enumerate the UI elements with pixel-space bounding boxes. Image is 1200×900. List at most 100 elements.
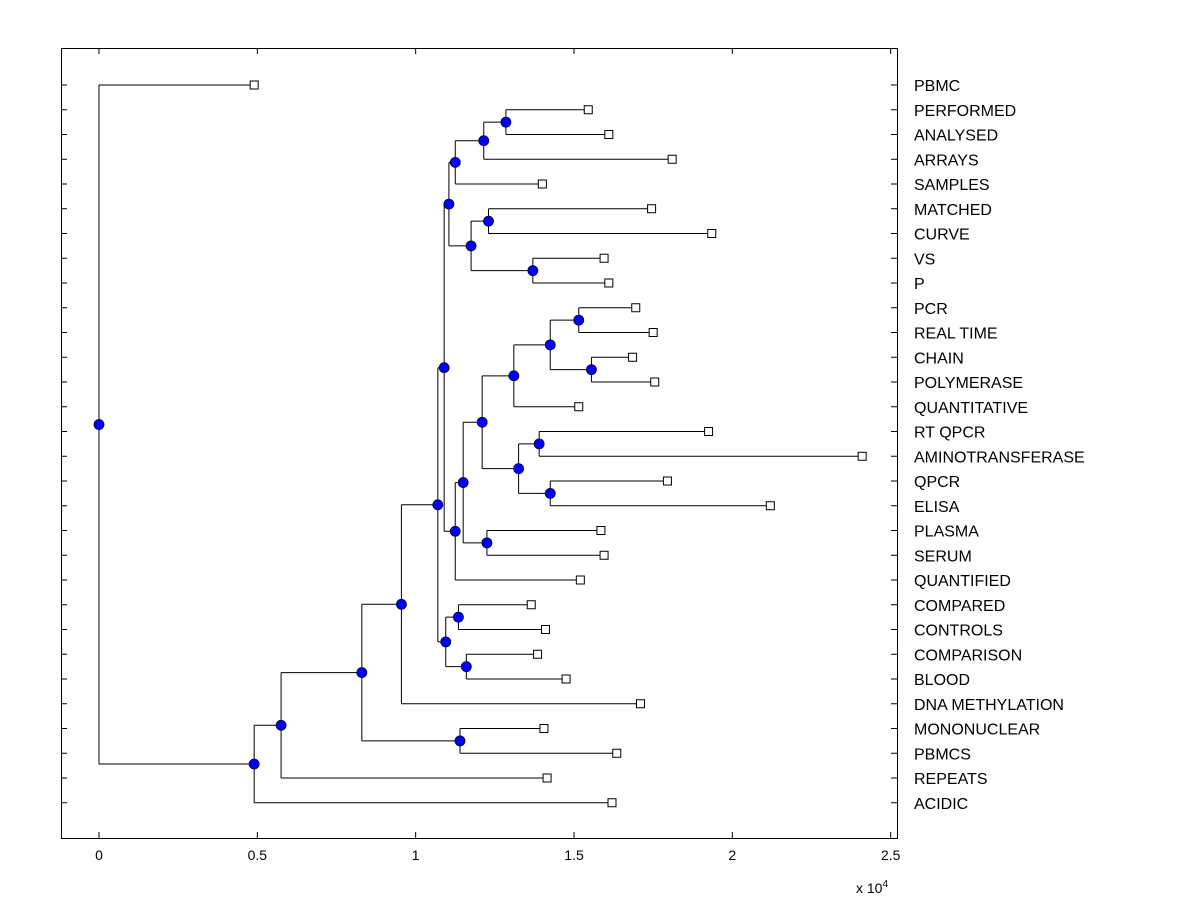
leaf-marker xyxy=(574,402,584,412)
node-marker xyxy=(443,198,455,210)
leaf-marker xyxy=(628,352,638,362)
node-marker xyxy=(544,339,556,351)
leaf-label: CONTROLS xyxy=(914,623,1003,640)
leaf-label: ANALYSED xyxy=(914,128,998,145)
leaf-marker xyxy=(667,154,677,164)
leaf-markers xyxy=(249,80,867,808)
leaf-marker xyxy=(662,476,672,486)
node-markers xyxy=(93,116,597,770)
node-marker xyxy=(440,636,452,648)
leaf-label: ACIDIC xyxy=(914,796,968,813)
node-marker xyxy=(457,477,469,488)
leaf-label: SAMPLES xyxy=(914,177,990,194)
leaf-marker xyxy=(599,550,609,560)
leaf-label: PBMC xyxy=(914,78,960,95)
node-marker xyxy=(449,156,461,168)
x-tick-label: 0 xyxy=(95,847,103,863)
leaf-label: MATCHED xyxy=(914,202,992,219)
leaf-marker xyxy=(707,229,717,238)
leaf-label: VS xyxy=(914,251,935,268)
node-marker xyxy=(438,362,450,374)
leaf-label: QPCR xyxy=(914,474,960,491)
node-marker xyxy=(478,135,490,147)
leaf-marker xyxy=(249,80,259,90)
leaf-label: ELISA xyxy=(914,499,960,516)
node-marker xyxy=(275,719,287,731)
leaf-marker xyxy=(541,625,550,634)
leaf-label: P xyxy=(914,276,925,293)
leaf-label: POLYMERASE xyxy=(914,375,1023,392)
leaf-marker xyxy=(765,501,775,511)
node-marker xyxy=(481,537,493,549)
node-marker xyxy=(356,667,368,678)
leaf-label: RT QPCR xyxy=(914,425,985,442)
leaf-label: CURVE xyxy=(914,227,970,244)
leaf-marker xyxy=(650,377,660,387)
node-marker xyxy=(465,240,477,252)
node-marker xyxy=(527,265,539,277)
node-marker xyxy=(483,215,494,227)
leaf-label: REPEATS xyxy=(914,771,988,788)
node-marker xyxy=(586,364,597,376)
leaf-marker xyxy=(596,526,606,535)
leaf-label: MONONUCLEAR xyxy=(914,722,1040,739)
leaf-label: COMPARISON xyxy=(914,647,1022,664)
node-marker xyxy=(513,463,524,475)
leaf-marker xyxy=(704,427,714,436)
leaf-marker xyxy=(612,748,622,758)
leaf-marker xyxy=(604,130,614,139)
leaf-label: AMINOTRANSFERASE xyxy=(914,449,1085,466)
leaf-marker xyxy=(607,798,617,808)
leaf-label: ARRAYS xyxy=(914,152,979,169)
x-tick-label: 1.5 xyxy=(564,847,584,863)
leaf-marker xyxy=(537,179,547,189)
leaf-label: DNA METHYLATION xyxy=(914,697,1064,714)
node-marker xyxy=(573,314,585,326)
node-marker xyxy=(248,758,260,770)
leaf-marker xyxy=(533,649,543,659)
node-marker xyxy=(449,525,461,537)
leaf-marker xyxy=(647,204,657,214)
plot-frame xyxy=(61,48,898,839)
leaf-label: REAL TIME xyxy=(914,326,998,343)
leaf-labels: PBMC PERFORMED ANALYSED ARRAYS SAMPLES MATCHE… xyxy=(914,78,1085,813)
leaf-marker xyxy=(575,575,585,585)
leaf-marker xyxy=(599,253,609,263)
leaf-marker xyxy=(631,303,641,313)
node-marker xyxy=(508,370,520,382)
leaf-label: QUANTIFIED xyxy=(914,573,1011,590)
branch-lines xyxy=(98,84,863,804)
x-exponent-label: x 104 xyxy=(856,879,888,896)
x-tick-label: 0.5 xyxy=(248,847,268,863)
leaf-label: CHAIN xyxy=(914,350,964,367)
leaf-label: PERFORMED xyxy=(914,103,1016,120)
leaf-label: COMPARED xyxy=(914,598,1005,615)
x-tick-label: 1 xyxy=(412,847,420,863)
node-marker xyxy=(544,487,556,499)
node-marker xyxy=(432,499,444,511)
node-marker xyxy=(454,735,466,747)
x-tick-labels: 0 0.5 1 1.5 2 2.5 xyxy=(95,847,901,863)
leaf-label: SERUM xyxy=(914,548,972,565)
node-marker xyxy=(396,598,407,610)
leaf-marker xyxy=(583,105,593,115)
leaf-marker xyxy=(542,773,552,783)
leaf-label: QUANTITATIVE xyxy=(914,400,1028,417)
leaf-marker xyxy=(561,674,571,684)
node-marker xyxy=(476,416,488,428)
leaf-marker xyxy=(636,699,645,709)
leaf-marker xyxy=(539,724,549,733)
leaf-marker xyxy=(604,278,614,288)
axis-ticks xyxy=(61,48,897,838)
node-marker xyxy=(500,116,512,128)
leaf-label: PLASMA xyxy=(914,524,979,541)
node-marker xyxy=(533,438,545,450)
leaf-marker xyxy=(648,328,658,337)
leaf-marker xyxy=(857,451,867,461)
node-marker xyxy=(93,419,105,430)
leaf-label: PBMCS xyxy=(914,746,971,763)
leaf-label: BLOOD xyxy=(914,672,970,689)
x-tick-label: 2.5 xyxy=(881,847,901,863)
leaf-label: PCR xyxy=(914,301,948,318)
